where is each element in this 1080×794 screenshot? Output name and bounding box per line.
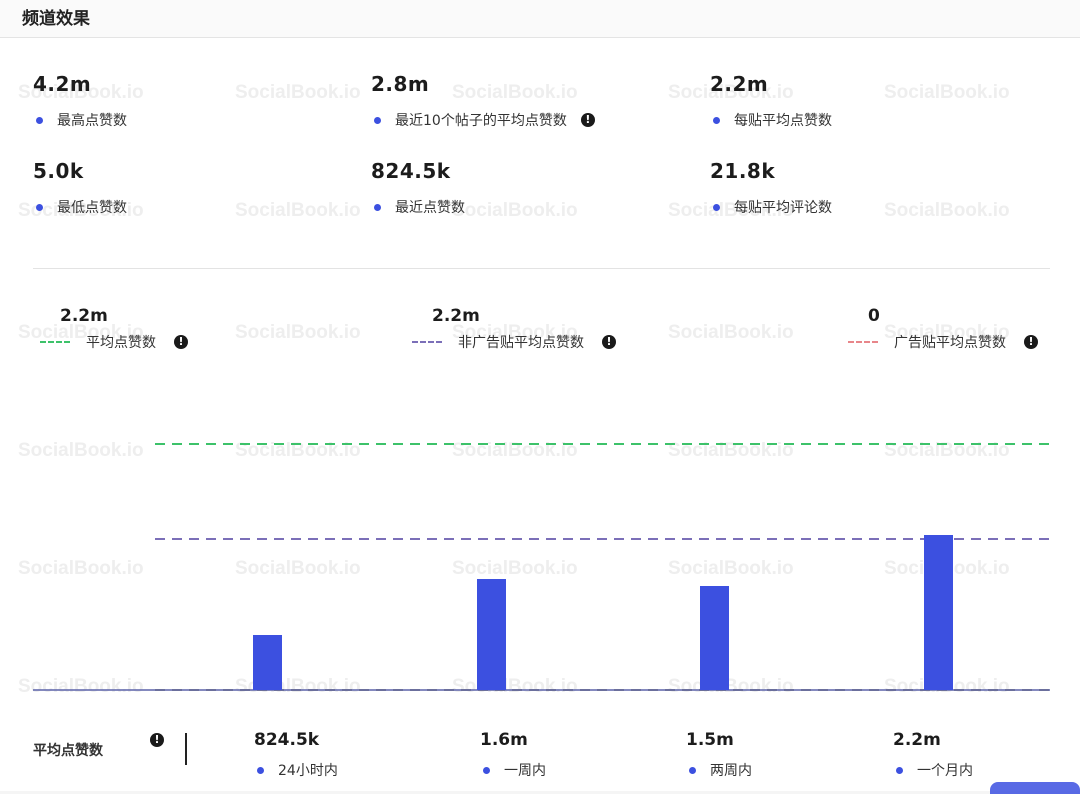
legend-avg-likes: 2.2m 平均点赞数 ! [40, 306, 188, 352]
stat-recent10-avg-likes: 2.8m 最近10个帖子的平均点赞数! [371, 72, 595, 130]
info-icon[interactable]: ! [174, 335, 188, 349]
period-value: 1.5m [686, 730, 734, 750]
dashed-line-swatch-icon [848, 341, 878, 343]
likes-bar-chart [33, 443, 1050, 691]
watermark-text: SocialBook.io [235, 82, 361, 103]
bullet-dot-icon [374, 203, 381, 211]
stat-label: 最低点赞数 [33, 197, 127, 217]
footer-separator [185, 733, 187, 765]
legend-ad-avg-likes: 0 广告贴平均点赞数 ! [848, 306, 1038, 352]
period-1month: 2.2m 一个月内 [893, 730, 973, 780]
stat-recent-likes: 824.5k 最近点赞数 [371, 159, 465, 217]
watermark-text: SocialBook.io [884, 82, 1010, 103]
chart-bar-0[interactable] [253, 635, 282, 690]
stat-avg-likes-per-post: 2.2m 每贴平均点赞数 [710, 72, 832, 130]
stat-value: 21.8k [710, 159, 776, 183]
period-label: 一周内 [480, 760, 546, 780]
bullet-dot-icon [689, 766, 696, 774]
bullet-dot-icon [483, 766, 490, 774]
info-icon[interactable]: ! [580, 113, 595, 127]
stat-label: 最高点赞数 [33, 110, 127, 130]
watermark-text: SocialBook.io [884, 200, 1010, 221]
bullet-dot-icon [713, 203, 720, 211]
info-icon[interactable]: ! [602, 335, 616, 349]
watermark-text: SocialBook.io [235, 322, 361, 343]
info-icon[interactable]: ! [150, 733, 164, 747]
bullet-dot-icon [713, 116, 720, 124]
watermark-text: SocialBook.io [452, 200, 578, 221]
period-label: 24小时内 [254, 760, 338, 780]
period-label: 两周内 [686, 760, 752, 780]
stat-value: 824.5k [371, 159, 451, 183]
period-24h: 824.5k 24小时内 [254, 730, 338, 780]
stat-max-likes: 4.2m 最高点赞数 [33, 72, 127, 130]
stat-value: 5.0k [33, 159, 84, 183]
legend-value: 2.2m [432, 306, 480, 326]
stat-min-likes: 5.0k 最低点赞数 [33, 159, 127, 217]
chart-bar-1[interactable] [477, 579, 506, 690]
watermark-text: SocialBook.io [235, 200, 361, 221]
card-header: 频道效果 [0, 0, 1080, 38]
chart-bar-2[interactable] [700, 586, 729, 690]
stat-value: 2.2m [710, 72, 769, 96]
legend-non-ad-avg-likes: 2.2m 非广告贴平均点赞数 ! [412, 306, 616, 352]
period-1week: 1.6m 一周内 [480, 730, 546, 780]
floating-action-tab[interactable] [990, 782, 1080, 794]
dashed-line-swatch-icon [412, 341, 442, 343]
info-icon[interactable]: ! [1024, 335, 1038, 349]
legend-label: 平均点赞数 ! [40, 332, 188, 352]
legend-label: 非广告贴平均点赞数 ! [412, 332, 616, 352]
bullet-dot-icon [257, 766, 264, 774]
card-title: 频道效果 [22, 9, 90, 29]
bullet-dot-icon [36, 116, 43, 124]
bullet-dot-icon [36, 203, 43, 211]
legend-value: 2.2m [60, 306, 108, 326]
footer-title: 平均点赞数 [33, 743, 103, 759]
stat-label: 每贴平均点赞数 [710, 110, 832, 130]
period-value: 2.2m [893, 730, 941, 750]
stat-value: 2.8m [371, 72, 430, 96]
stat-label: 最近点赞数 [371, 197, 465, 217]
bullet-dot-icon [374, 116, 381, 124]
dashed-line-swatch-icon [40, 341, 70, 343]
stat-value: 4.2m [33, 72, 92, 96]
stat-label: 最近10个帖子的平均点赞数! [371, 110, 595, 130]
bullet-dot-icon [896, 766, 903, 774]
period-value: 824.5k [254, 730, 320, 750]
section-divider [33, 268, 1050, 269]
legend-label: 广告贴平均点赞数 ! [848, 332, 1038, 352]
legend-value: 0 [868, 306, 880, 326]
chart-bar-3[interactable] [924, 535, 953, 690]
period-2weeks: 1.5m 两周内 [686, 730, 752, 780]
watermark-text: SocialBook.io [668, 322, 794, 343]
period-value: 1.6m [480, 730, 528, 750]
stat-avg-comments-per-post: 21.8k 每贴平均评论数 [710, 159, 832, 217]
stat-label: 每贴平均评论数 [710, 197, 832, 217]
period-label: 一个月内 [893, 760, 973, 780]
